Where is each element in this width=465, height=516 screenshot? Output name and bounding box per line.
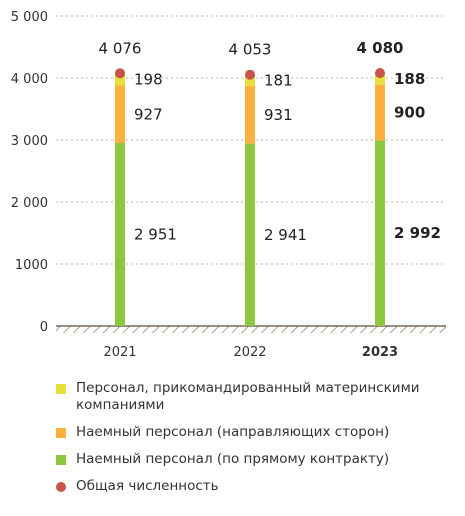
legend-item-sending-parties: Наемный персонал (направляющих сторон) [56,424,456,441]
bars [115,68,385,326]
total-dot [245,69,255,80]
data-label: 181 [264,71,293,89]
chart: 0 1000 2 000 3 000 4 000 5 000 2 951 927 198 4 0… [11,10,446,360]
y-tick-label: 0 [40,320,48,335]
bar-segment [115,143,125,326]
legend-label-sending-parties: Наемный персонал (направляющих сторон) [76,424,390,440]
y-tick-label: 2 000 [11,196,48,211]
data-label: 188 [394,70,425,88]
y-tick-label: 4 000 [11,72,48,87]
legend-label-seconded: Персонал, прикомандированный материнским… [76,380,420,413]
legend-label-direct-contract: Наемный персонал (по прямому контракту) [76,451,390,467]
x-axis: 2021 2022 2023 [103,345,398,360]
total-dot [115,68,125,79]
bar-segment [375,140,385,326]
total-label: 4 080 [357,39,404,57]
y-tick-label: 3 000 [11,134,48,149]
x-tick-label: 2023 [362,345,398,360]
data-label: 2 941 [264,226,307,244]
legend-label-total: Общая численность [76,478,219,494]
legend-item-total: Общая численность [56,478,456,495]
legend-item-direct-contract: Наемный персонал (по прямому контракту) [56,451,456,468]
legend-swatch-direct-contract [56,455,66,465]
bar-segment [245,143,255,326]
y-tick-label: 1000 [15,258,48,273]
data-label: 2 992 [394,224,441,242]
bar-segment [375,84,385,141]
y-axis: 0 1000 2 000 3 000 4 000 5 000 [11,10,48,335]
baseline-ground [56,325,446,333]
x-tick-label: 2022 [233,345,266,360]
legend: Персонал, прикомандированный материнским… [56,380,456,505]
legend-swatch-total [56,482,66,492]
total-label: 4 053 [229,41,272,59]
x-tick-label: 2021 [103,345,136,360]
legend-swatch-sending-parties [56,428,66,438]
bar-segment [115,85,125,144]
data-label: 198 [134,70,163,88]
data-label: 2 951 [134,226,177,244]
bar-segment [375,73,385,85]
y-tick-label: 5 000 [11,10,48,25]
data-label: 900 [394,104,425,122]
total-dot [375,68,385,79]
data-label: 931 [264,106,293,124]
data-label: 927 [134,105,163,123]
bar-segment [245,74,255,86]
legend-swatch-seconded [56,384,66,394]
bar-segment [245,85,255,144]
total-label: 4 076 [99,39,142,57]
ground-hatch [56,326,446,333]
data-labels: 2 951 927 198 4 076 2 941 931 181 4 053 2 992 900… [99,39,441,244]
legend-item-seconded: Персонал, прикомандированный материнским… [56,380,456,414]
bar-segment [115,73,125,86]
